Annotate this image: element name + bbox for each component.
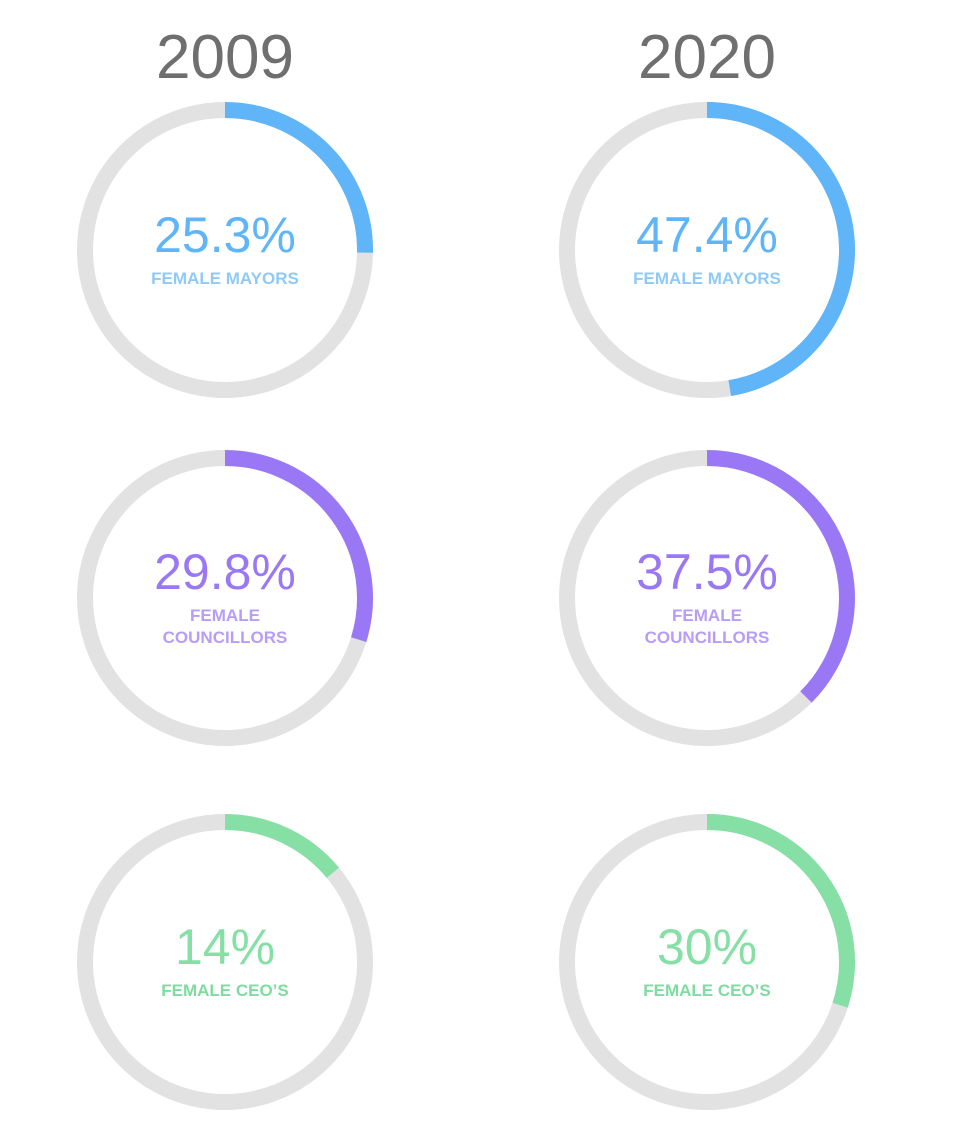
donut-center: 37.5% FEMALE COUNCILLORS <box>557 448 857 748</box>
percentage-value: 29.8% <box>154 544 296 600</box>
donut-svg <box>77 102 373 398</box>
percentage-value: 30% <box>656 919 758 975</box>
year-heading-2020: 2020 <box>638 23 776 92</box>
donut-mayors-2020: 47.4% FEMALE MAYORS <box>557 100 857 400</box>
metric-label: FEMALE CEO’S <box>161 981 289 1000</box>
donut-center: 47.4% FEMALE MAYORS <box>557 100 857 400</box>
metric-label: FEMALE CEO’S <box>643 981 771 1000</box>
donut-center: 29.8% FEMALE COUNCILLORS <box>75 448 375 748</box>
donut-arc-ceos-2020 <box>706 814 855 1008</box>
donut-center: 25.3% FEMALE MAYORS <box>75 100 375 400</box>
donut-center: 30% FEMALE CEO’S <box>557 812 857 1112</box>
donut-ceos-2009: 14% FEMALE CEO’S <box>75 812 375 1112</box>
donut-mayors-2009: 25.3% FEMALE MAYORS <box>75 100 375 400</box>
donut-arc-councillors-2020 <box>706 450 855 703</box>
donut-svg <box>559 102 855 398</box>
percentage-value: 14% <box>174 919 276 975</box>
metric-label: FEMALE COUNCILLORS <box>644 606 770 647</box>
donut-arc-ceos-2009 <box>224 814 340 878</box>
donut-councillors-2020: 37.5% FEMALE COUNCILLORS <box>557 448 857 748</box>
metric-label: FEMALE MAYORS <box>151 269 299 288</box>
donut-arc-mayors-2009 <box>224 102 373 253</box>
donut-councillors-2009: 29.8% FEMALE COUNCILLORS <box>75 448 375 748</box>
donut-svg <box>77 450 373 746</box>
donut-arc-mayors-2020 <box>706 102 855 397</box>
year-heading-2009: 2009 <box>156 23 294 92</box>
donut-svg <box>77 814 373 1110</box>
metric-label: FEMALE MAYORS <box>633 269 781 288</box>
percentage-value: 25.3% <box>154 207 296 263</box>
donut-ceos-2020: 30% FEMALE CEO’S <box>557 812 857 1112</box>
donut-arc-councillors-2009 <box>224 450 373 642</box>
percentage-value: 47.4% <box>636 207 778 263</box>
percentage-value: 37.5% <box>636 544 778 600</box>
donut-center: 14% FEMALE CEO’S <box>75 812 375 1112</box>
donut-svg <box>559 814 855 1110</box>
metric-label: FEMALE COUNCILLORS <box>162 606 288 647</box>
donut-svg <box>559 450 855 746</box>
